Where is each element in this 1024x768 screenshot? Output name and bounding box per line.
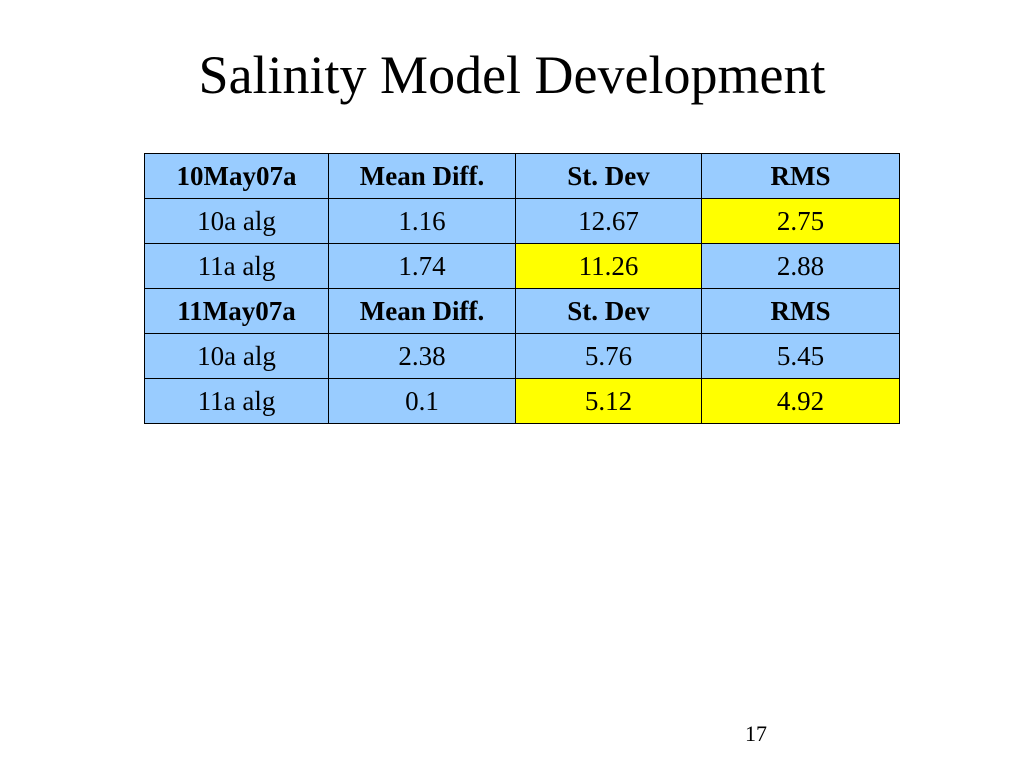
- table-header-row-11may07a: 11May07a Mean Diff. St. Dev RMS: [144, 288, 900, 334]
- table-cell: Mean Diff.: [328, 153, 516, 199]
- table-cell-highlighted: 4.92: [701, 378, 900, 424]
- salinity-stats-table: 10May07a Mean Diff. St. Dev RMS 10a alg …: [144, 153, 900, 424]
- table-cell: 11May07a: [144, 288, 329, 334]
- table-cell: 5.45: [701, 333, 900, 379]
- table-cell: Mean Diff.: [328, 288, 516, 334]
- table-header-row-10may07a: 10May07a Mean Diff. St. Dev RMS: [144, 153, 900, 199]
- table-cell: 1.74: [328, 243, 516, 289]
- table-cell: 10May07a: [144, 153, 329, 199]
- table-cell: 2.38: [328, 333, 516, 379]
- table-cell: St. Dev: [515, 153, 702, 199]
- table-row: 11a alg 0.1 5.12 4.92: [144, 378, 900, 424]
- table-cell: RMS: [701, 288, 900, 334]
- table-cell-highlighted: 2.75: [701, 198, 900, 244]
- table-cell: 1.16: [328, 198, 516, 244]
- table-cell: 10a alg: [144, 198, 329, 244]
- table-cell: 2.88: [701, 243, 900, 289]
- table-cell: 11a alg: [144, 243, 329, 289]
- table-cell: 0.1: [328, 378, 516, 424]
- table-cell: 12.67: [515, 198, 702, 244]
- table-cell: RMS: [701, 153, 900, 199]
- table-cell: 5.76: [515, 333, 702, 379]
- table-row: 10a alg 1.16 12.67 2.75: [144, 198, 900, 244]
- page-number: 17: [745, 721, 767, 746]
- table-cell: 11a alg: [144, 378, 329, 424]
- table-cell: St. Dev: [515, 288, 702, 334]
- table-row: 11a alg 1.74 11.26 2.88: [144, 243, 900, 289]
- table-cell-highlighted: 11.26: [515, 243, 702, 289]
- table-cell-highlighted: 5.12: [515, 378, 702, 424]
- slide-title: Salinity Model Development: [198, 45, 826, 105]
- table-body: 10May07a Mean Diff. St. Dev RMS 10a alg …: [144, 153, 900, 424]
- table-cell: 10a alg: [144, 333, 329, 379]
- table-row: 10a alg 2.38 5.76 5.45: [144, 333, 900, 379]
